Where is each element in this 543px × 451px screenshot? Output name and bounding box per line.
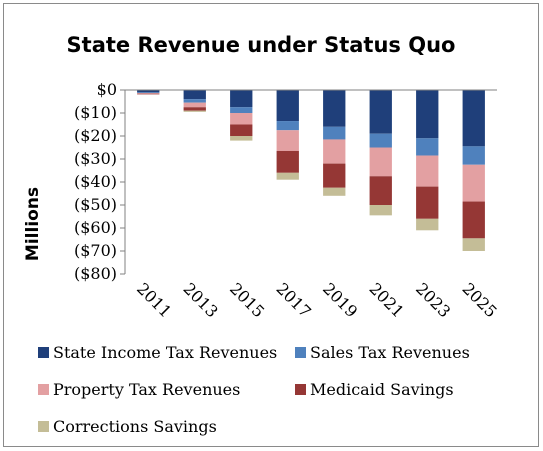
x-tick-label: 2015 <box>226 279 268 321</box>
bar-segment <box>462 90 485 147</box>
y-tick-label: ($60) <box>74 218 117 237</box>
y-tick-label: ($30) <box>74 149 117 168</box>
bar-segment <box>323 90 346 127</box>
y-tick-label: ($10) <box>74 103 117 122</box>
bar-segment <box>137 92 160 93</box>
bar-segment <box>369 90 392 134</box>
bar-segment <box>462 164 485 202</box>
y-tick-label: ($20) <box>74 126 117 145</box>
legend-label: Sales Tax Revenues <box>310 343 470 362</box>
bar-segment <box>416 90 439 139</box>
bar-segment <box>276 121 299 131</box>
bar-segment <box>323 163 346 188</box>
y-axis-label: Millions <box>23 187 43 261</box>
bar-segment <box>369 133 392 148</box>
bar-segment <box>416 186 439 219</box>
x-tick-label: 2023 <box>412 279 454 321</box>
y-tick-label: ($50) <box>74 195 117 214</box>
chart-frame <box>3 3 539 447</box>
y-tick-label: $0 <box>97 80 117 99</box>
legend-label: Property Tax Revenues <box>53 380 240 399</box>
bar-segment <box>462 201 485 239</box>
bar-segment <box>276 150 299 173</box>
bar-segment <box>416 155 439 187</box>
chart-title: State Revenue under Status Quo <box>67 33 456 57</box>
legend-label: Corrections Savings <box>53 417 217 436</box>
bar-segment <box>369 147 392 177</box>
bar-segment <box>323 139 346 164</box>
bar-segment <box>369 176 392 205</box>
x-tick-label: 2025 <box>459 279 501 321</box>
legend-label: Medicaid Savings <box>310 380 454 399</box>
bar-segment <box>137 90 160 93</box>
bar-segment <box>416 218 439 231</box>
bar-segment <box>276 130 299 151</box>
bar-segment <box>183 99 206 103</box>
y-tick-label: ($70) <box>74 241 117 260</box>
legend-swatch <box>38 421 49 432</box>
y-tick-label: ($80) <box>74 264 117 283</box>
bar-segment <box>230 107 253 113</box>
bar-segment <box>230 136 253 141</box>
bar-segment <box>369 205 392 216</box>
x-tick-label: 2017 <box>273 279 315 321</box>
bar-segment <box>183 90 206 100</box>
legend-swatch <box>38 347 49 358</box>
bar-segment <box>183 102 206 108</box>
bar-segment <box>323 187 346 196</box>
bar-segment <box>323 126 346 140</box>
bar-segment <box>230 90 253 108</box>
bar-segment <box>416 138 439 156</box>
bar-segment <box>230 113 253 125</box>
bar-segment <box>276 90 299 122</box>
legend-label: State Income Tax Revenues <box>53 343 277 362</box>
legend-swatch <box>295 384 306 395</box>
x-tick-label: 2013 <box>180 279 222 321</box>
legend-swatch <box>295 347 306 358</box>
bar-segment <box>183 110 206 112</box>
y-tick-label: ($40) <box>74 172 117 191</box>
legend-swatch <box>38 384 49 395</box>
x-tick-label: 2011 <box>133 279 175 321</box>
bar-segment <box>276 172 299 180</box>
bar-segment <box>183 107 206 111</box>
x-tick-label: 2019 <box>319 279 361 321</box>
bar-segment <box>462 146 485 165</box>
bar-segment <box>137 93 160 95</box>
x-tick-label: 2021 <box>366 279 408 321</box>
bar-segment <box>230 124 253 136</box>
bar-segment <box>462 238 485 251</box>
bar-segment <box>137 92 160 94</box>
